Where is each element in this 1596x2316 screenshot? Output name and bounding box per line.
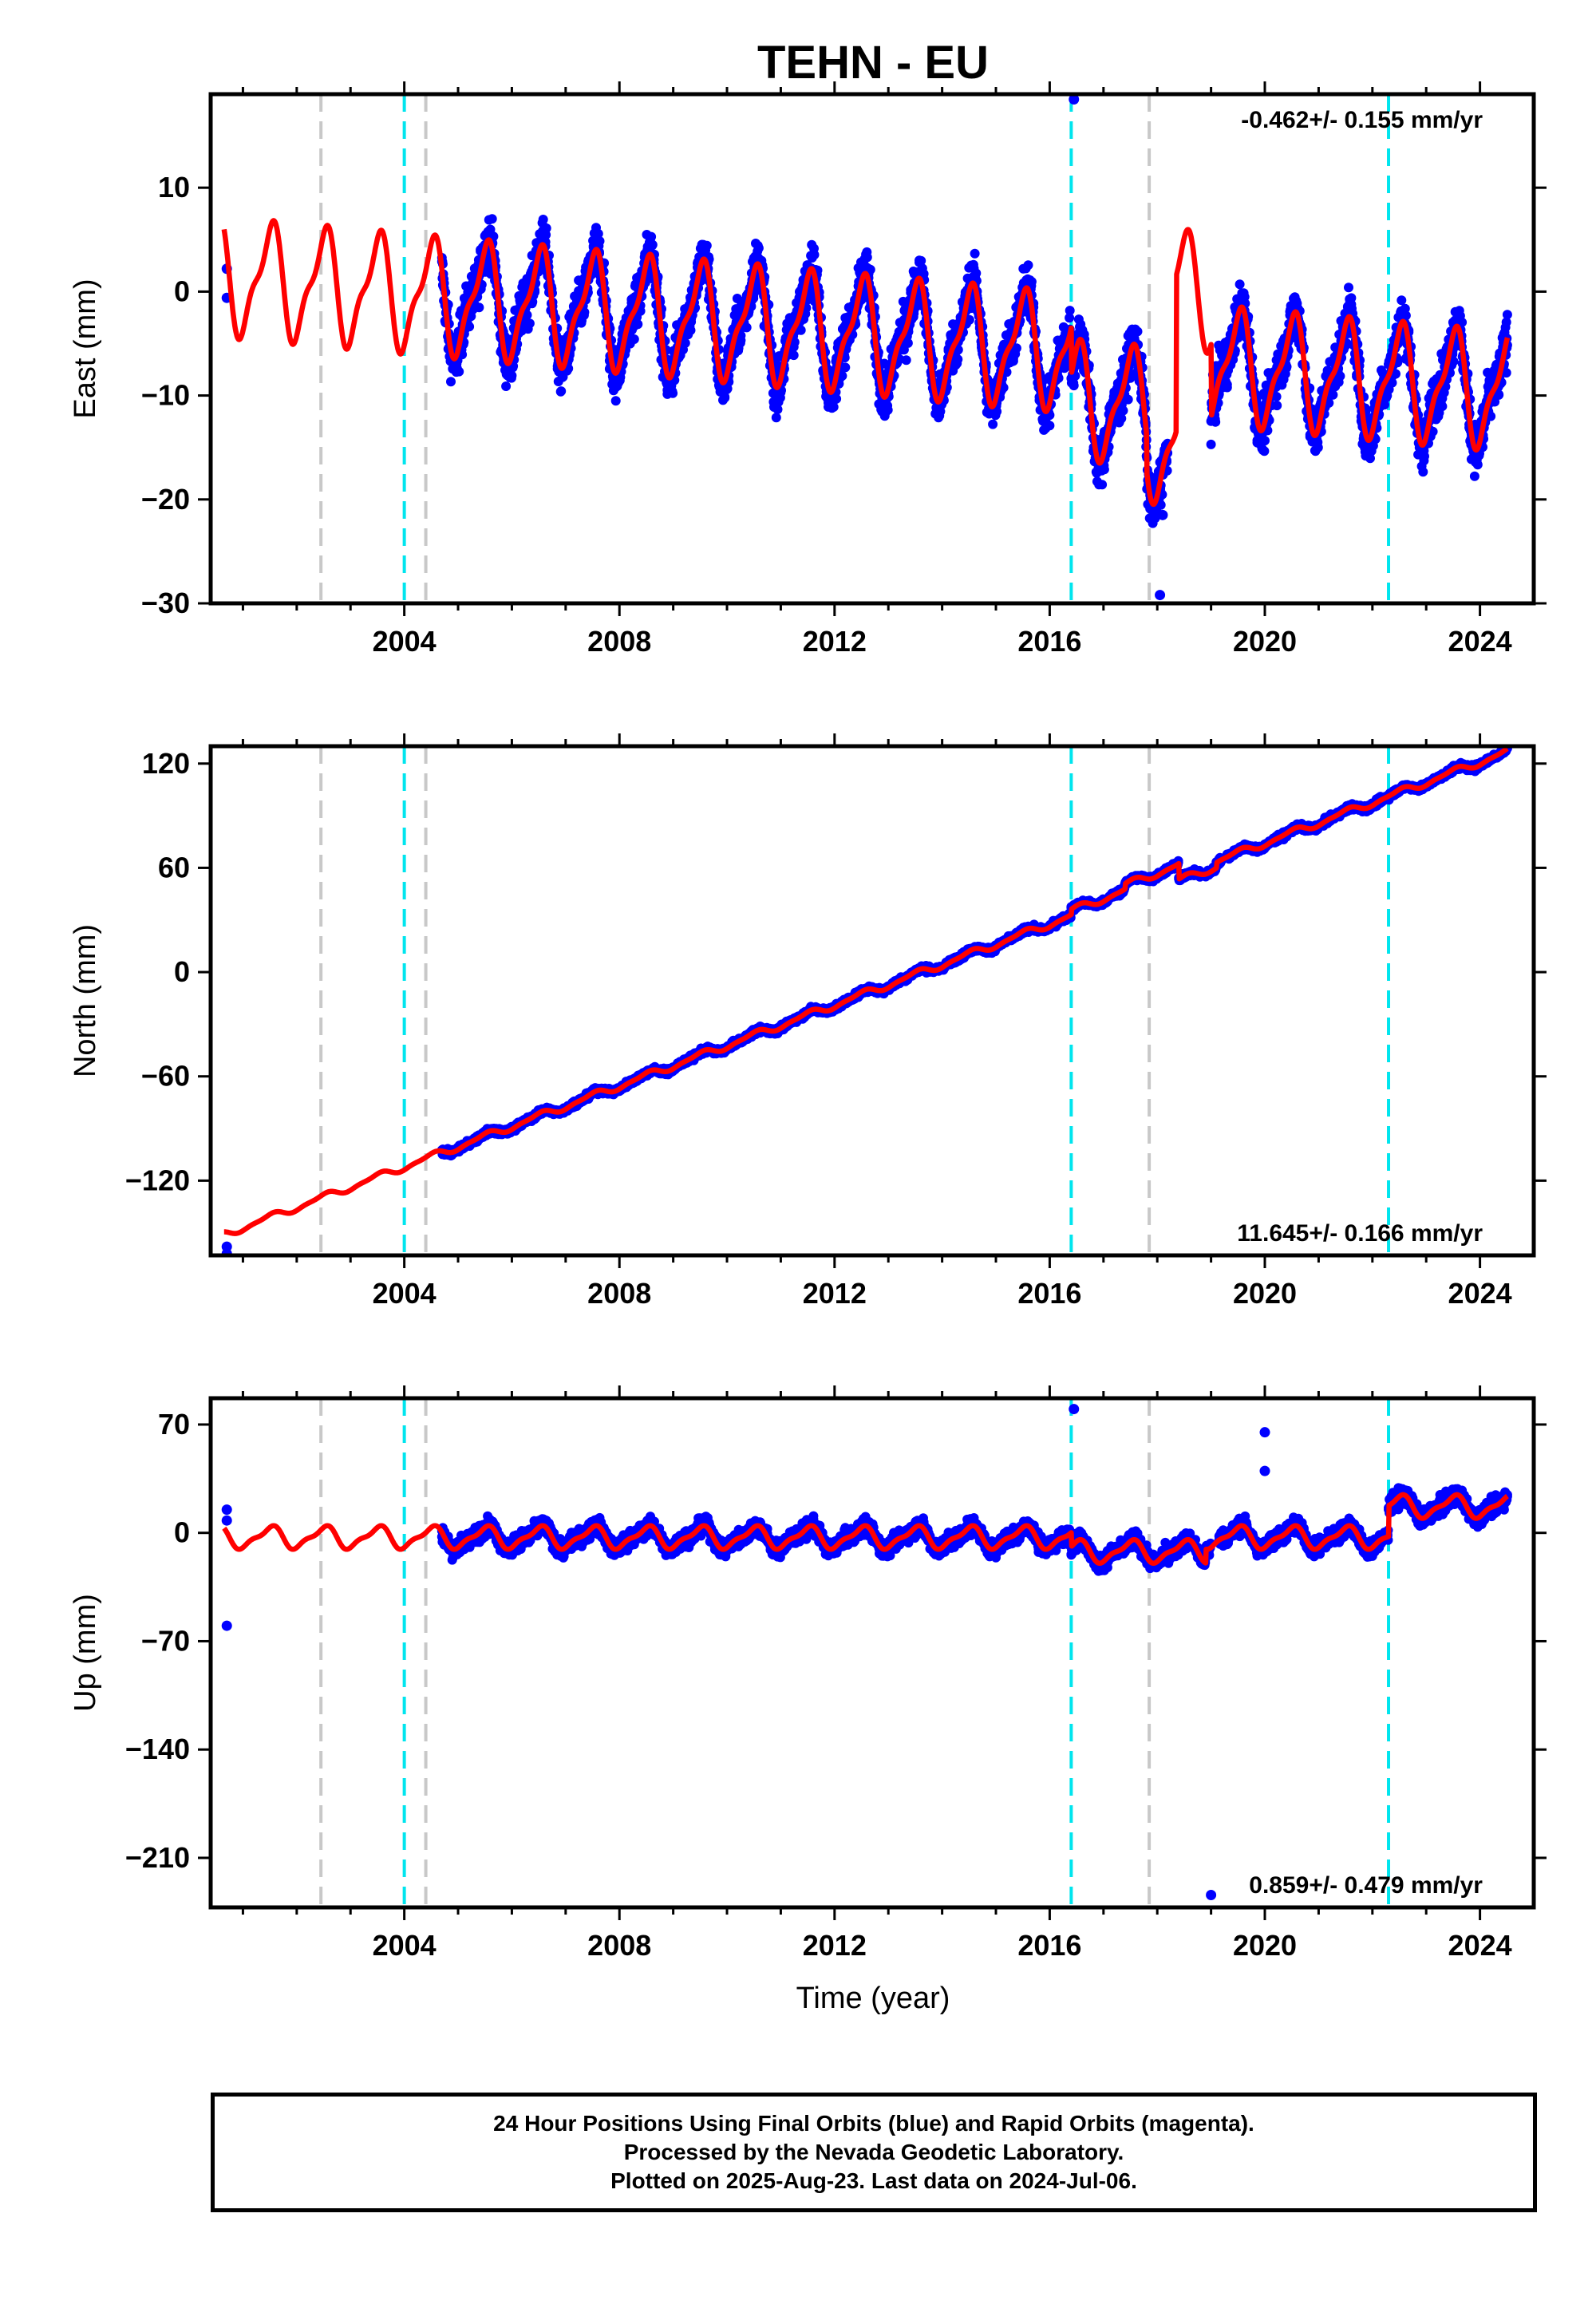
x-tick-label-2012: 2012 [803,625,867,658]
x-tick-label-2016: 2016 [1017,625,1081,658]
y-axis-label: Up (mm) [69,1594,102,1712]
model-curve [222,1492,1510,1567]
y-tick-label: 70 [158,1408,190,1441]
x-tick-label-2012: 2012 [803,1929,867,1962]
panel-north: 2004 2008 2012 2016 2020 2024 −120 −60 0 60 120 Nor… [69,733,1547,1310]
x-tick-label-2016: 2016 [1017,1277,1081,1310]
x-tick-label-2024: 2024 [1448,1929,1512,1962]
y-axis-label: East (mm) [69,279,102,418]
outlier-point-1 [1259,1427,1270,1438]
x-tick-label-2020: 2020 [1233,1277,1297,1310]
x-tick-label-2016: 2016 [1017,1929,1081,1962]
plot-frame [208,1396,1536,1910]
y-tick-label: 60 [158,851,190,883]
x-tick-label-2004: 2004 [373,1929,437,1962]
outlier-point-2 [1157,509,1168,520]
x-tick-label-2012: 2012 [803,1277,867,1310]
outlier-point-3 [1206,1889,1217,1900]
y-tick-label: 120 [142,747,190,780]
plot-area [221,94,1512,603]
outlier-point-0 [1069,94,1080,105]
y-axis-label: North (mm) [69,924,102,1077]
plot-frame [208,744,1536,1258]
x-axis-label: Time (year) [796,1982,950,2015]
x-tick-label-2004: 2004 [373,1277,437,1310]
model-curve [222,746,1510,1236]
info-line-3: Plotted on 2025-Aug-23. Last data on 202… [610,2168,1137,2193]
panel-up: 2004 2008 2012 2016 2020 2024 −210 −140 −70 0 70 Up… [69,1385,1547,1962]
x-tick-label-2020: 2020 [1233,1929,1297,1962]
model-curve [221,218,1511,508]
x-tick-label-2024: 2024 [1448,625,1512,658]
info-line-1: 24 Hour Positions Using Final Orbits (bl… [493,2111,1254,2136]
info-box: 24 Hour Positions Using Final Orbits (bl… [211,2093,1537,2212]
y-tick-label: −70 [141,1624,190,1657]
y-tick-label: −120 [125,1164,190,1196]
x-tick-label-2004: 2004 [373,625,437,658]
y-tick-label: −30 [141,587,190,619]
figure-title: TEHN - EU [757,37,989,89]
rate-label: 11.645+/- 0.166 mm/yr [1237,1220,1483,1247]
outlier-point-2 [1259,1465,1270,1476]
plot-area [221,1398,1512,1907]
x-tick-label-2020: 2020 [1233,625,1297,658]
rate-label: -0.462+/- 0.155 mm/yr [1241,107,1483,133]
x-tick-label-2008: 2008 [587,1929,651,1962]
y-tick-label: −20 [141,483,190,516]
x-tick-label-2008: 2008 [587,625,651,658]
panel-east: 2004 2008 2012 2016 2020 2024 −30 −20 −10 0 10 East… [69,81,1547,658]
plot-area [221,746,1512,1255]
rate-label: 0.859+/- 0.479 mm/yr [1249,1872,1483,1899]
y-tick-label: 0 [174,1516,190,1549]
x-tick-label-2024: 2024 [1448,1277,1512,1310]
y-tick-label: −60 [141,1060,190,1093]
outlier-point-1 [1155,590,1166,601]
panels: 2004 2008 2012 2016 2020 2024 −30 −20 −10 0 10 East… [69,81,1547,1962]
y-tick-label: −210 [125,1841,190,1874]
outlier-point-6 [221,1515,232,1526]
y-tick-label: 10 [158,171,190,204]
y-tick-label: −10 [141,379,190,412]
y-tick-label: 0 [174,955,190,988]
outlier-point-5 [221,1504,232,1516]
x-tick-label-2008: 2008 [587,1277,651,1310]
outlier-point-4 [221,1620,232,1631]
info-line-2: Processed by the Nevada Geodetic Laborat… [623,2140,1124,2164]
outlier-point-0 [1069,1404,1080,1415]
plot-frame [208,92,1536,606]
y-tick-label: 0 [174,275,190,307]
y-tick-label: −140 [125,1733,190,1765]
